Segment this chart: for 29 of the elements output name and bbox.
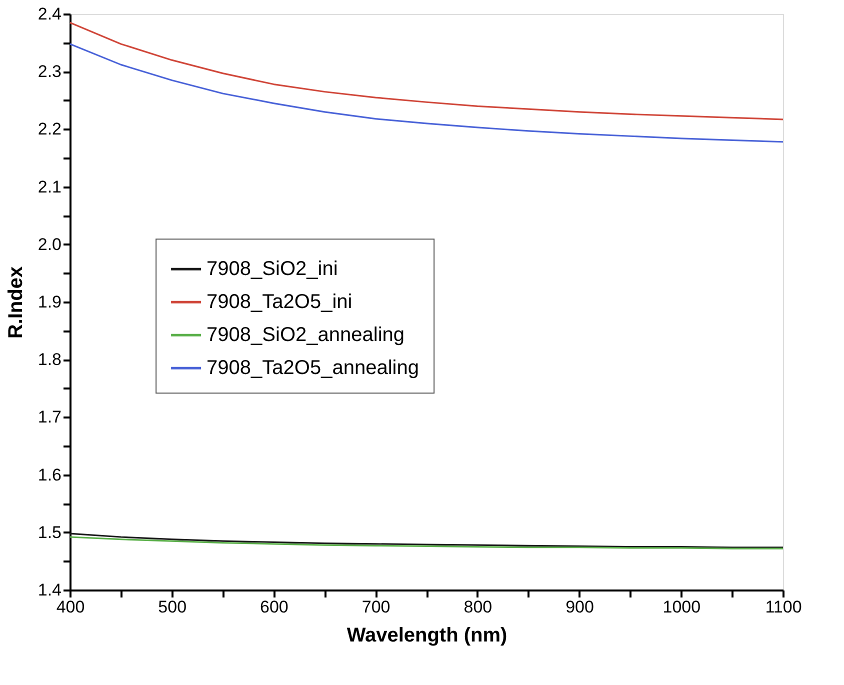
- y-tick-label: 1.9: [38, 292, 62, 312]
- legend-label: 7908_Ta2O5_annealing: [206, 357, 419, 380]
- legend-label: 7908_SiO2_annealing: [206, 324, 405, 346]
- line-series: [69, 532, 784, 548]
- y-axis-title: R.Index: [4, 266, 27, 339]
- x-axis-title: Wavelength (nm): [346, 624, 508, 646]
- y-tick-label: 1.6: [38, 465, 62, 484]
- y-tick-label: 2.0: [38, 234, 62, 254]
- y-tick-label: 2.1: [38, 177, 62, 196]
- x-tick-label: 500: [158, 598, 187, 616]
- x-tick-label: 800: [464, 598, 492, 616]
- line-series: [69, 536, 784, 550]
- x-tick-label: 1000: [662, 598, 701, 616]
- y-tick-label: 1.7: [38, 408, 62, 427]
- y-tick-label: 1.8: [38, 350, 62, 370]
- x-tick-label: 600: [260, 598, 288, 616]
- x-tick-label: 400: [56, 598, 85, 616]
- x-tick-label: 1100: [765, 598, 802, 616]
- y-tick-label: 2.2: [38, 120, 62, 139]
- y-tick-label: 2.3: [38, 62, 62, 82]
- y-tick-label: 1.5: [38, 522, 62, 542]
- x-tick-label: 700: [362, 598, 390, 616]
- y-tick-label: 1.4: [38, 580, 62, 600]
- x-tick-label: 900: [566, 598, 594, 616]
- line-series: [69, 43, 784, 143]
- y-tick-label: 2.4: [38, 4, 62, 24]
- legend-label: 7908_SiO2_ini: [206, 258, 338, 280]
- line-series: [69, 22, 784, 120]
- legend-label: 7908_Ta2O5_ini: [206, 291, 352, 314]
